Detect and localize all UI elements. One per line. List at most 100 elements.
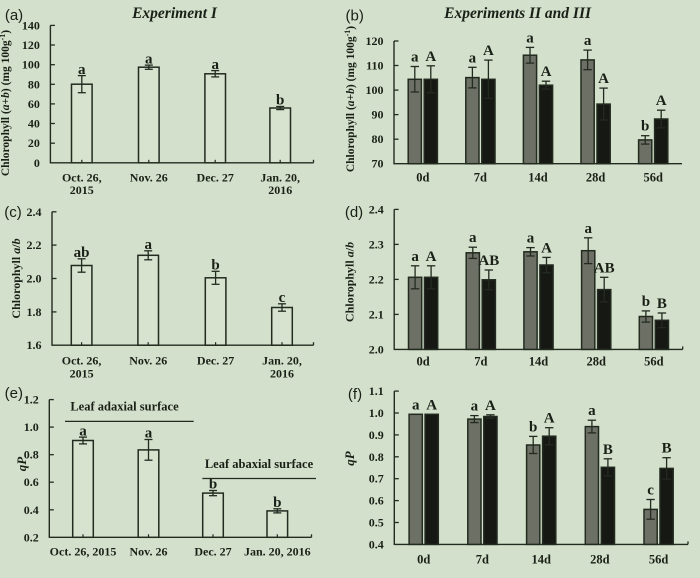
svg-text:0.5: 0.5 <box>369 516 384 530</box>
svg-text:2.1: 2.1 <box>369 307 384 321</box>
svg-text:Oct. 26,: Oct. 26, <box>62 354 102 368</box>
svg-text:a: a <box>584 33 592 49</box>
svg-text:a: a <box>588 403 596 419</box>
svg-text:100: 100 <box>22 58 40 72</box>
svg-text:Jan. 20,: Jan. 20, <box>260 171 300 185</box>
svg-text:A: A <box>541 240 552 256</box>
svg-text:Chlorophyll a/b: Chlorophyll a/b <box>9 238 23 318</box>
svg-text:0.6: 0.6 <box>369 494 384 508</box>
svg-text:Nov. 26: Nov. 26 <box>129 354 167 368</box>
svg-text:100: 100 <box>366 83 384 97</box>
svg-text:B: B <box>603 442 613 458</box>
svg-text:0.9: 0.9 <box>369 428 384 442</box>
svg-text:(a): (a) <box>5 7 23 24</box>
svg-text:28d: 28d <box>586 355 606 369</box>
svg-text:a: a <box>145 51 153 67</box>
svg-text:1.1: 1.1 <box>369 384 384 398</box>
svg-text:AB: AB <box>594 260 615 276</box>
svg-text:0d: 0d <box>417 553 430 567</box>
svg-text:2.3: 2.3 <box>369 237 384 251</box>
svg-text:b: b <box>641 119 649 135</box>
svg-text:0.8: 0.8 <box>24 448 39 462</box>
svg-text:90: 90 <box>372 108 384 122</box>
svg-text:B: B <box>657 296 667 312</box>
svg-text:a: a <box>471 399 479 415</box>
svg-text:2015: 2015 <box>70 183 94 197</box>
svg-text:7d: 7d <box>476 553 489 567</box>
svg-text:(b): (b) <box>346 7 364 24</box>
svg-text:7d: 7d <box>474 355 487 369</box>
svg-text:A: A <box>426 249 437 265</box>
svg-text:a: a <box>469 50 477 66</box>
svg-text:a: a <box>469 230 477 246</box>
svg-text:A: A <box>598 71 609 87</box>
svg-text:a: a <box>584 221 592 237</box>
svg-text:Dec. 27: Dec. 27 <box>194 545 231 559</box>
svg-text:a: a <box>79 423 87 439</box>
svg-text:14d: 14d <box>528 171 548 185</box>
svg-text:qP: qP <box>342 450 357 466</box>
svg-text:A: A <box>544 411 555 427</box>
svg-text:7d: 7d <box>474 171 487 185</box>
svg-text:0.4: 0.4 <box>369 537 384 551</box>
svg-text:Experiments II and III: Experiments II and III <box>443 5 592 22</box>
svg-text:0.8: 0.8 <box>369 450 384 464</box>
svg-text:Oct. 26, 2015: Oct. 26, 2015 <box>50 545 117 559</box>
svg-text:80: 80 <box>372 132 384 146</box>
svg-text:a: a <box>526 30 534 46</box>
svg-text:1.6: 1.6 <box>27 338 42 352</box>
svg-text:b: b <box>209 477 217 493</box>
svg-text:b: b <box>642 294 650 310</box>
svg-text:a: a <box>78 62 86 78</box>
svg-text:Jan. 20,: Jan. 20, <box>262 354 302 368</box>
svg-text:A: A <box>483 43 494 59</box>
svg-text:Chlorophyll (a+b) (mg 100g-1): Chlorophyll (a+b) (mg 100g-1) <box>343 26 358 172</box>
svg-text:a: a <box>412 397 420 413</box>
svg-text:ab: ab <box>74 245 90 261</box>
svg-text:a: a <box>411 249 419 265</box>
svg-text:14d: 14d <box>529 355 549 369</box>
svg-text:b: b <box>529 419 537 435</box>
svg-text:a: a <box>411 50 419 66</box>
svg-text:2.0: 2.0 <box>369 342 384 356</box>
svg-text:2.4: 2.4 <box>27 205 42 219</box>
svg-text:c: c <box>279 290 286 306</box>
svg-text:1.8: 1.8 <box>27 305 42 319</box>
svg-text:(e): (e) <box>5 385 23 402</box>
svg-text:(d): (d) <box>345 204 363 221</box>
svg-text:2016: 2016 <box>270 367 294 381</box>
svg-text:2.2: 2.2 <box>369 272 384 286</box>
svg-text:Dec. 27: Dec. 27 <box>197 171 234 185</box>
svg-text:AB: AB <box>478 253 499 269</box>
svg-text:1.0: 1.0 <box>369 406 384 420</box>
svg-text:b: b <box>273 495 281 511</box>
svg-text:1.0: 1.0 <box>24 420 39 434</box>
svg-text:a: a <box>145 426 153 442</box>
svg-text:2.2: 2.2 <box>27 238 42 252</box>
svg-text:56d: 56d <box>643 171 663 185</box>
svg-text:Jan. 20, 2016: Jan. 20, 2016 <box>244 545 311 559</box>
svg-text:56d: 56d <box>644 355 664 369</box>
svg-text:60: 60 <box>28 97 40 111</box>
svg-text:2016: 2016 <box>268 183 292 197</box>
svg-text:Leaf adaxial surface: Leaf adaxial surface <box>70 400 179 414</box>
svg-text:Oct. 26,: Oct. 26, <box>62 171 102 185</box>
svg-text:140: 140 <box>22 18 40 32</box>
svg-text:Chlorophyll a/b: Chlorophyll a/b <box>343 242 357 322</box>
svg-text:B: B <box>662 441 672 457</box>
svg-text:80: 80 <box>28 77 40 91</box>
svg-text:14d: 14d <box>531 553 551 567</box>
svg-text:A: A <box>426 397 437 413</box>
svg-text:0d: 0d <box>416 171 429 185</box>
svg-text:0.7: 0.7 <box>369 472 384 486</box>
svg-text:1.2: 1.2 <box>24 393 39 407</box>
svg-text:a: a <box>211 57 219 73</box>
svg-text:120: 120 <box>22 38 40 52</box>
svg-text:Nov. 26: Nov. 26 <box>130 171 168 185</box>
svg-text:b: b <box>276 93 284 109</box>
svg-text:c: c <box>647 483 654 499</box>
svg-text:Nov. 26: Nov. 26 <box>129 545 167 559</box>
svg-text:Chlorophyll (a+b) (mg 100g-1): Chlorophyll (a+b) (mg 100g-1) <box>0 30 12 176</box>
svg-text:Experiment I: Experiment I <box>131 5 218 22</box>
svg-text:56d: 56d <box>649 553 669 567</box>
